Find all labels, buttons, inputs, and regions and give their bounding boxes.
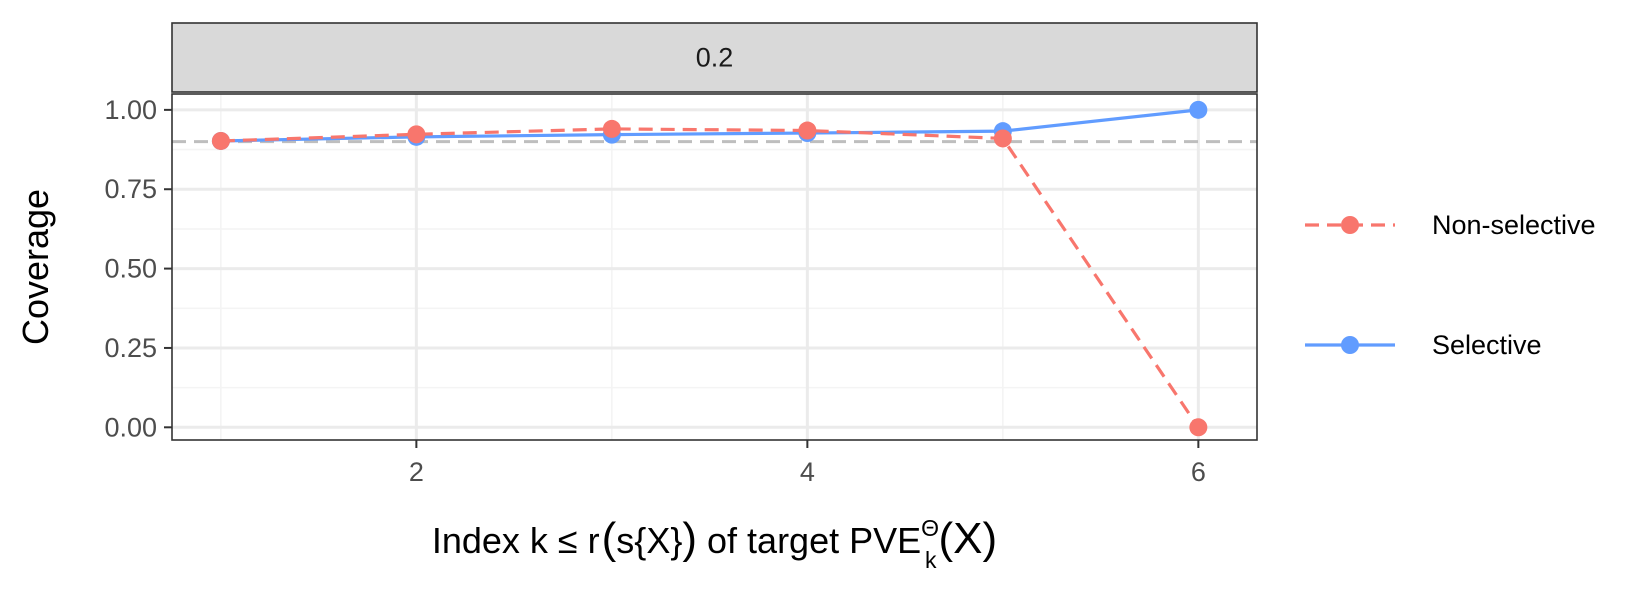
x-axis-title-tail: (X) <box>939 514 998 563</box>
facet-strip-label: 0.2 <box>696 43 734 73</box>
x-axis-title: Index k ≤ r(s{X}) of target PVEΘ k(X) <box>432 514 997 573</box>
data-point-non-selective <box>602 119 621 138</box>
series-group <box>211 100 1208 437</box>
legend: Non-selective Selective <box>1305 210 1596 360</box>
y-tick-label: 1.00 <box>104 95 157 125</box>
x-axis-title-lparen: ( <box>602 514 617 563</box>
x-tick-label: 2 <box>409 457 424 487</box>
minor-gridlines <box>172 94 1257 440</box>
y-tick-label: 0.25 <box>104 333 157 363</box>
legend-key-point-non-selective <box>1341 216 1359 234</box>
legend-label-selective: Selective <box>1432 330 1542 360</box>
series-line-non-selective <box>220 127 1200 429</box>
x-axis-title-sub: k <box>925 547 937 573</box>
y-axis-title: Coverage <box>15 189 56 345</box>
data-point-non-selective <box>407 125 426 144</box>
x-axis-title-rparen: ) <box>682 514 697 563</box>
data-point-non-selective <box>1189 418 1208 437</box>
series-line-selective <box>220 108 1199 143</box>
legend-label-non-selective: Non-selective <box>1432 210 1596 240</box>
x-axis-title-sup: Θ <box>921 515 939 541</box>
y-tick-label: 0.75 <box>104 174 157 204</box>
x-tick-label: 4 <box>800 457 815 487</box>
data-point-selective <box>1189 100 1208 119</box>
legend-key-point-selective <box>1341 336 1359 354</box>
x-tick-label: 6 <box>1191 457 1206 487</box>
x-axis-title-pre: Index k ≤ r <box>432 520 600 561</box>
data-point-non-selective <box>211 131 230 150</box>
x-axis: 2 4 6 <box>409 440 1206 487</box>
y-tick-label: 0.00 <box>104 412 157 442</box>
x-axis-title-mid: s{X} <box>616 520 682 561</box>
x-axis-title-post: of target PVE <box>697 520 921 561</box>
facet-strip <box>171 22 1258 93</box>
major-gridlines <box>172 94 1257 440</box>
data-point-non-selective <box>993 129 1012 148</box>
data-point-non-selective <box>798 121 817 140</box>
y-tick-label: 0.50 <box>104 254 157 284</box>
y-axis: 0.00 0.25 0.50 0.75 1.00 <box>104 95 172 442</box>
panel-border <box>171 93 1258 441</box>
